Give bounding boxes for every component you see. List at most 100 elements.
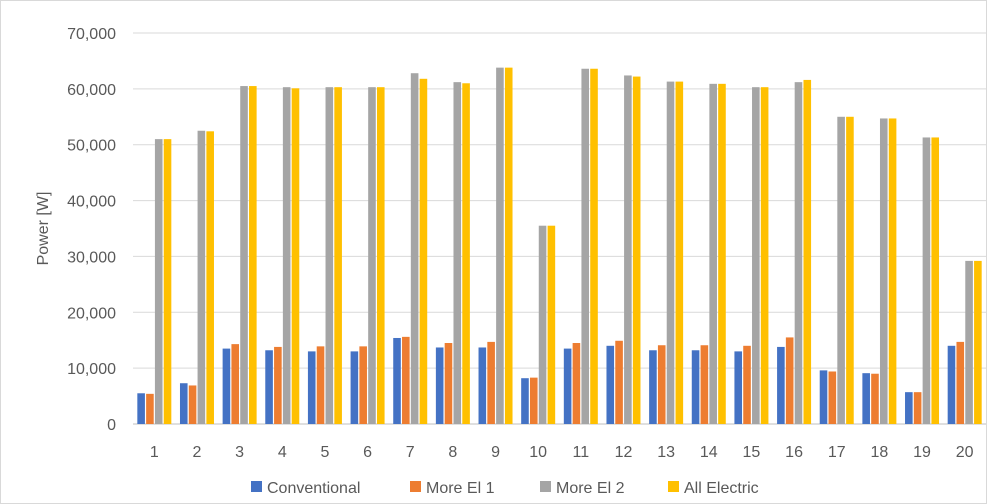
legend-swatch <box>668 481 679 492</box>
bar-more-el-2-5 <box>325 87 334 424</box>
bar-conventional-14 <box>691 350 700 424</box>
x-tick-label: 17 <box>828 444 846 461</box>
bar-all-electric-17 <box>846 116 854 425</box>
bar-more-el-1-20 <box>956 341 965 424</box>
bar-conventional-15 <box>734 351 743 424</box>
bar-conventional-11 <box>563 348 572 424</box>
bar-more-el-2-12 <box>624 75 632 425</box>
x-tick-label: 10 <box>529 444 547 461</box>
legend-label: More El 1 <box>426 480 495 497</box>
bar-more-el-1-17 <box>828 371 837 424</box>
bar-more-el-1-13 <box>657 345 666 424</box>
x-tick-label: 14 <box>700 444 718 461</box>
x-tick-label: 2 <box>193 444 202 461</box>
bar-more-el-2-2 <box>197 130 206 424</box>
bar-more-el-1-2 <box>188 385 197 424</box>
bar-conventional-8 <box>435 347 444 424</box>
bar-more-el-1-8 <box>444 343 453 424</box>
bar-more-el-2-15 <box>752 87 760 424</box>
legend-label: More El 2 <box>556 480 625 497</box>
bar-conventional-17 <box>819 370 828 424</box>
bar-more-el-2-1 <box>154 139 163 424</box>
gridlines <box>133 32 986 425</box>
bar-more-el-1-11 <box>572 343 581 424</box>
x-tick-label: 7 <box>406 444 415 461</box>
bar-all-electric-4 <box>291 88 300 424</box>
bar-conventional-19 <box>905 392 913 424</box>
x-tick-label: 18 <box>870 444 888 461</box>
x-tick-label: 19 <box>913 444 931 461</box>
bar-conventional-16 <box>777 346 785 424</box>
bar-more-el-2-6 <box>368 87 376 424</box>
legend: Conventional More El 1 More El 2 All Electr… <box>251 480 759 497</box>
x-tick-label: 1 <box>150 444 159 461</box>
x-tick-label: 12 <box>615 444 633 461</box>
bar-all-electric-18 <box>888 118 897 424</box>
bar-all-electric-10 <box>547 225 556 424</box>
bar-conventional-13 <box>649 350 657 424</box>
y-tick-label: 50,000 <box>67 138 116 155</box>
y-axis-title: Power [W] <box>35 192 52 266</box>
legend-label: Conventional <box>267 480 360 497</box>
y-tick-label: 60,000 <box>67 82 116 99</box>
bar-conventional-5 <box>307 351 316 424</box>
bar-conventional-10 <box>521 378 529 424</box>
y-tick-label: 70,000 <box>67 26 116 43</box>
bar-all-electric-15 <box>760 87 769 424</box>
bar-more-el-2-20 <box>965 260 973 424</box>
bar-all-electric-13 <box>675 81 684 425</box>
bar-all-electric-12 <box>632 76 641 424</box>
bar-conventional-4 <box>265 350 273 424</box>
bar-conventional-6 <box>350 351 359 424</box>
bar-more-el-1-12 <box>615 340 623 424</box>
bar-more-el-2-17 <box>837 116 845 425</box>
x-tick-label: 3 <box>235 444 244 461</box>
bar-more-el-2-19 <box>922 137 931 424</box>
bar-conventional-20 <box>947 345 956 424</box>
bar-more-el-1-14 <box>700 345 709 424</box>
bar-all-electric-16 <box>803 79 812 425</box>
y-axis-ticks: 0 10,000 20,000 30,000 40,000 50,000 60,000 70,… <box>67 26 116 434</box>
y-tick-label: 10,000 <box>67 361 116 378</box>
bar-conventional-18 <box>862 373 870 424</box>
bar-conventional-7 <box>393 337 401 424</box>
bar-more-el-2-3 <box>240 86 248 425</box>
x-tick-label: 4 <box>278 444 287 461</box>
x-tick-label: 16 <box>785 444 803 461</box>
bar-more-el-1-6 <box>359 346 367 424</box>
bar-all-electric-5 <box>334 87 342 424</box>
legend-swatch <box>410 481 421 492</box>
bar-more-el-1-3 <box>231 344 240 424</box>
bar-all-electric-6 <box>376 87 385 424</box>
x-tick-label: 15 <box>743 444 761 461</box>
bar-more-el-1-4 <box>274 346 282 424</box>
bar-more-el-2-14 <box>709 83 717 424</box>
bar-more-el-1-5 <box>316 346 325 424</box>
bars <box>137 67 982 425</box>
bar-more-el-2-4 <box>282 87 291 424</box>
legend-label: All Electric <box>684 480 759 497</box>
y-tick-label: 30,000 <box>67 249 116 266</box>
y-tick-label: 40,000 <box>67 194 116 211</box>
bar-all-electric-11 <box>590 68 598 425</box>
legend-swatch <box>540 481 551 492</box>
x-tick-label: 20 <box>956 444 974 461</box>
bar-all-electric-14 <box>718 83 726 424</box>
bar-conventional-2 <box>179 383 188 424</box>
y-tick-label: 0 <box>107 417 116 434</box>
bar-more-el-2-13 <box>666 81 675 425</box>
bar-conventional-3 <box>222 348 231 424</box>
x-tick-label: 11 <box>573 444 590 461</box>
x-tick-label: 5 <box>320 444 329 461</box>
bar-conventional-9 <box>478 347 487 424</box>
bar-all-electric-3 <box>249 86 257 425</box>
bar-more-el-2-8 <box>453 82 462 424</box>
bar-all-electric-9 <box>504 67 513 424</box>
bar-conventional-1 <box>137 393 145 424</box>
bar-more-el-1-18 <box>871 373 879 424</box>
bar-more-el-1-9 <box>487 341 495 424</box>
legend-swatch <box>251 481 262 492</box>
bar-more-el-1-1 <box>146 393 154 424</box>
